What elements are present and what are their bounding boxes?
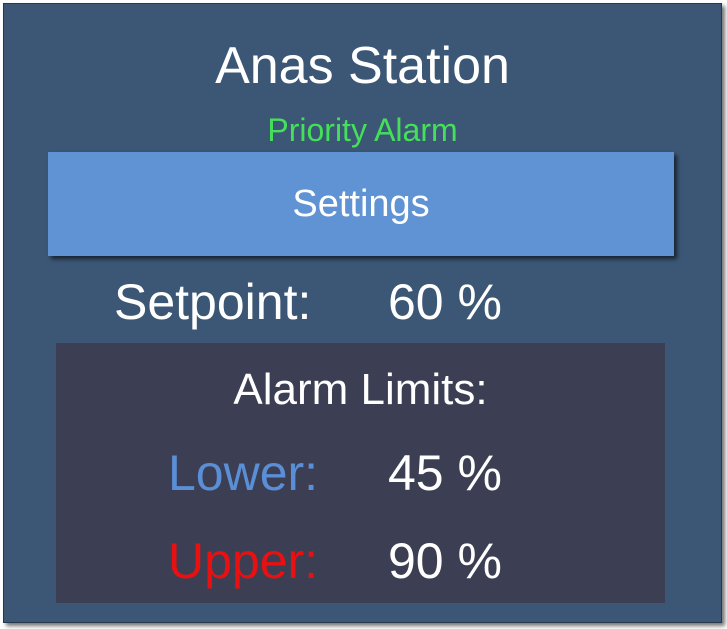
lower-limit-label: Lower:	[168, 445, 319, 501]
setpoint-label: Setpoint:	[114, 274, 312, 330]
station-title: Anas Station	[215, 37, 510, 95]
alarm-status-text: Priority Alarm	[267, 112, 458, 148]
station-panel: Anas Station Priority Alarm Settings Set…	[3, 3, 722, 623]
alarm-limits-box: Alarm Limits: Lower: 45 % Upper: 90 %	[56, 343, 665, 603]
lower-limit-value: 45 %	[388, 445, 502, 501]
settings-button[interactable]: Settings	[48, 152, 674, 256]
settings-button-label: Settings	[292, 182, 430, 225]
upper-limit-value: 90 %	[388, 533, 502, 589]
setpoint-value: 60 %	[388, 274, 502, 330]
alarm-limits-title: Alarm Limits:	[233, 365, 488, 414]
upper-limit-label: Upper:	[168, 533, 319, 589]
